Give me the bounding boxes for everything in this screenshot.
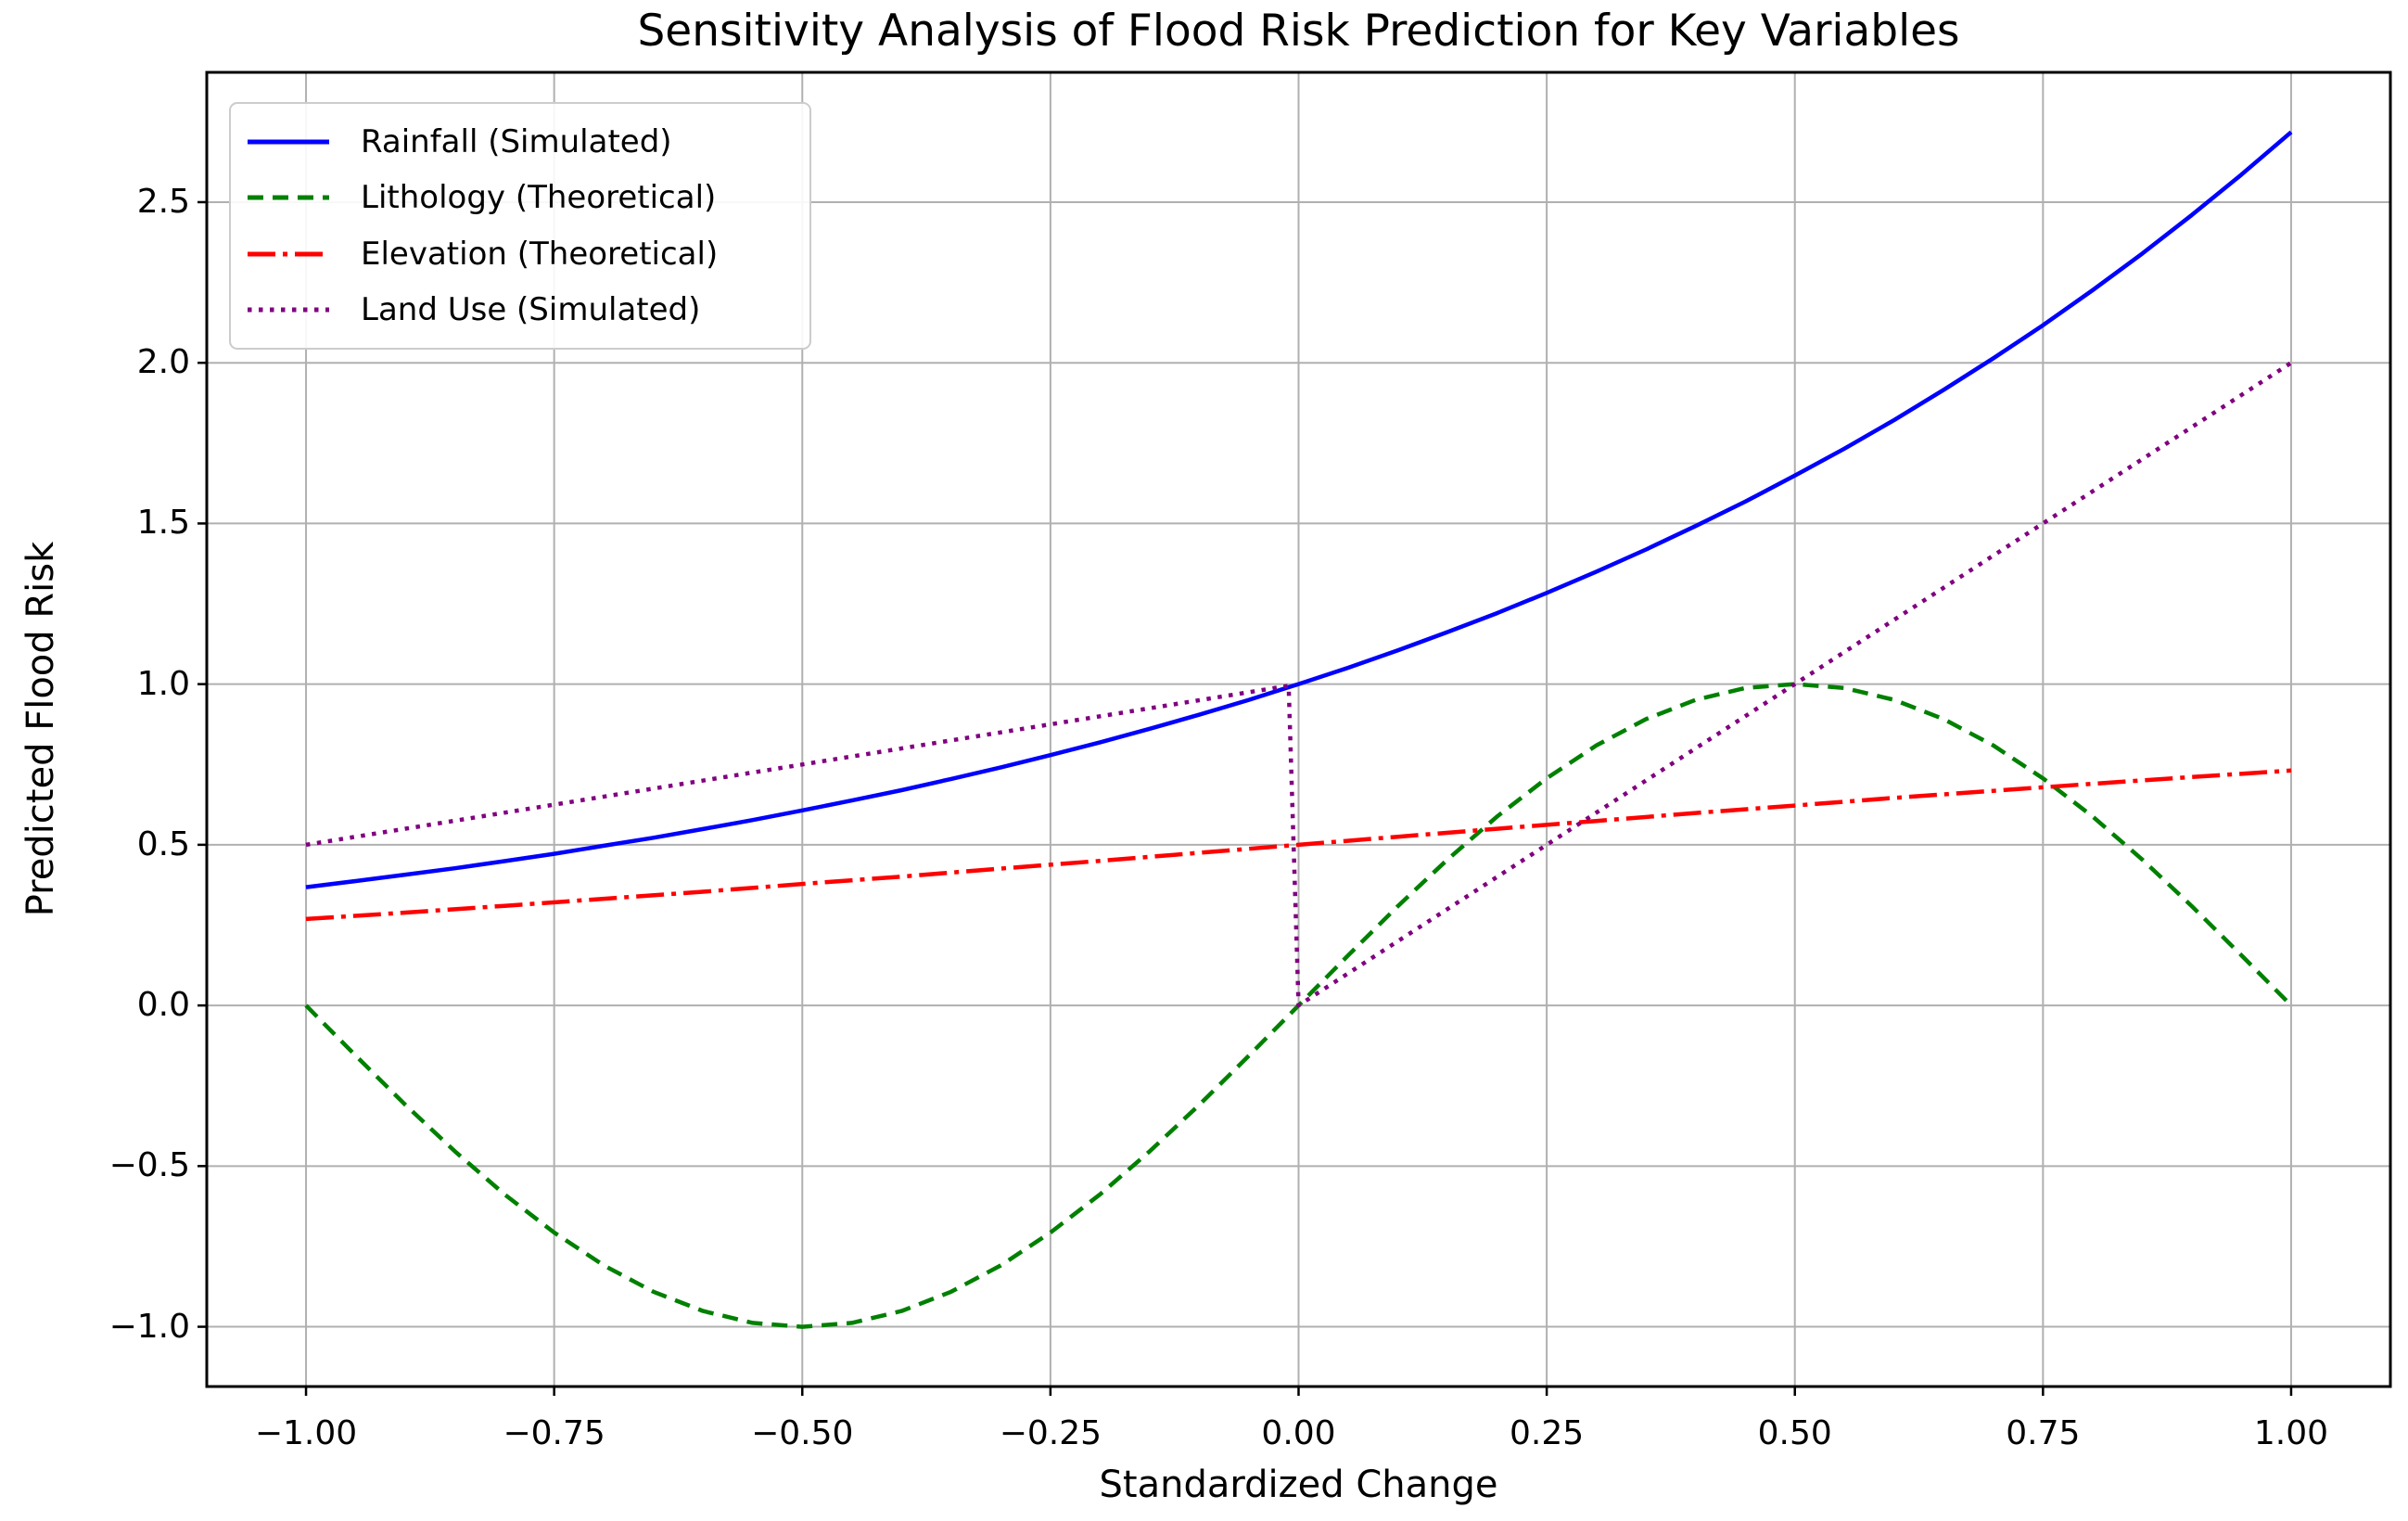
legend-line-sample [248, 195, 329, 200]
x-tick-label: 0.50 [1757, 1414, 1832, 1452]
y-tick-label: 0.0 [136, 986, 190, 1025]
y-tick-label: 1.5 [136, 504, 190, 543]
x-tick-label: 0.00 [1261, 1414, 1336, 1452]
chart-title: Sensitivity Analysis of Flood Risk Predi… [637, 6, 1960, 57]
legend-item: Rainfall (Simulated) [246, 123, 809, 160]
y-tick-label: 1.0 [136, 664, 190, 703]
y-tick-label: −0.5 [108, 1146, 190, 1185]
legend-item-label: Elevation (Theoretical) [361, 235, 719, 273]
x-tick-label: −0.25 [999, 1414, 1102, 1452]
legend-line-sample [248, 307, 329, 313]
legend-item-label: Lithology (Theoretical) [361, 179, 717, 217]
legend-line-sample [248, 251, 329, 257]
y-tick-label: 0.5 [136, 824, 190, 863]
x-tick-label: −0.50 [751, 1414, 854, 1452]
x-tick-label: −0.75 [503, 1414, 605, 1452]
series-line-2 [305, 768, 2292, 922]
x-tick-label: 1.00 [2253, 1414, 2329, 1452]
x-tick-label: 0.75 [2006, 1414, 2081, 1452]
legend-item: Elevation (Theoretical) [246, 236, 809, 273]
x-axis-label: Standardized Change [1099, 1463, 1498, 1506]
legend-item: Lithology (Theoretical) [246, 179, 809, 216]
legend-item-label: Land Use (Simulated) [361, 291, 701, 329]
legend-item: Land Use (Simulated) [246, 291, 809, 328]
legend-line-sample [248, 139, 329, 145]
legend: Rainfall (Simulated) Lithology (Theoretic… [229, 102, 811, 350]
series-line-0 [305, 130, 2293, 889]
y-tick-label: 2.0 [136, 343, 190, 382]
y-tick-label: −1.0 [108, 1307, 190, 1346]
x-tick-label: 0.25 [1510, 1414, 1585, 1452]
x-tick-label: −1.00 [254, 1414, 358, 1452]
y-tick-label: 2.5 [136, 182, 190, 221]
legend-item-label: Rainfall (Simulated) [361, 122, 672, 160]
